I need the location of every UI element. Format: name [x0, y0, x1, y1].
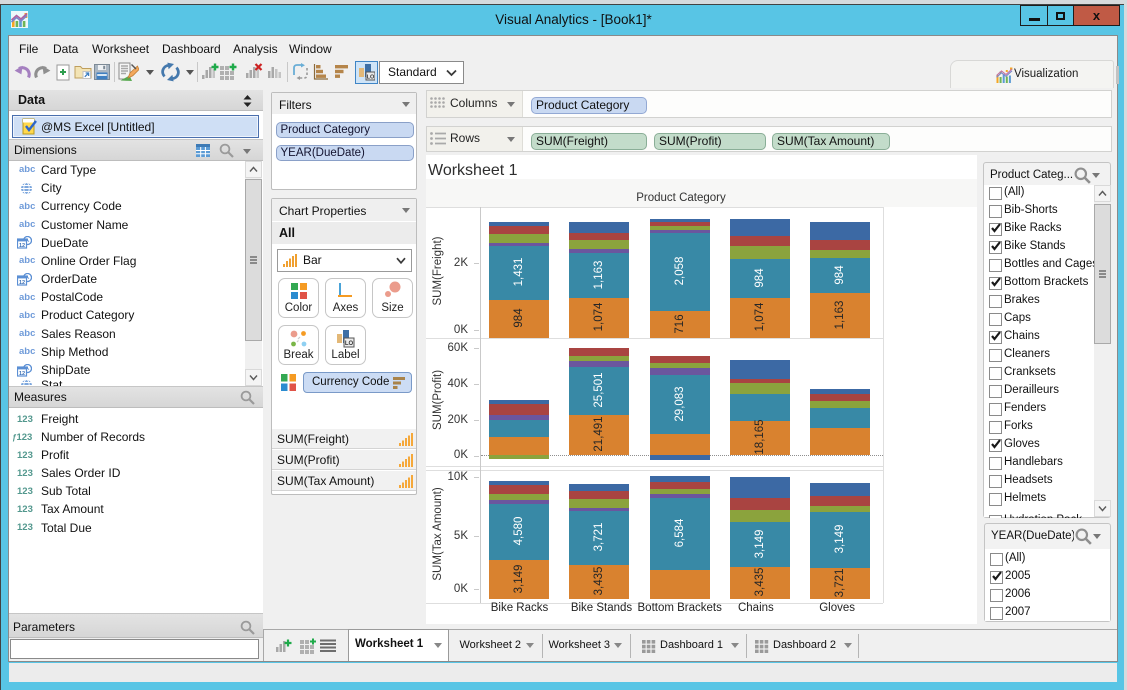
svg-text:12: 12 — [19, 280, 25, 286]
svg-text:LO: LO — [345, 341, 354, 347]
svg-text:LO: LO — [367, 75, 375, 81]
svg-text:12: 12 — [19, 243, 25, 249]
svg-text:12: 12 — [19, 371, 25, 377]
